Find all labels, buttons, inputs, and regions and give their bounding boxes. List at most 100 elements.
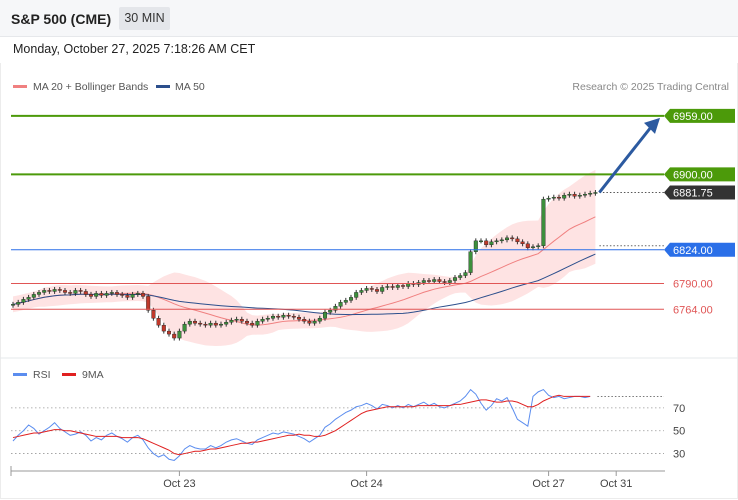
candle-body [83,291,88,295]
x-tick-label: Oct 27 [532,478,564,490]
forecast-arrow [598,124,654,194]
candle-body [494,240,499,243]
candle-body [125,295,130,298]
legend-label-ma50: MA 50 [175,81,205,93]
rsi-tick-label: 30 [673,449,685,461]
candle-body [63,290,68,293]
candle-body [468,251,473,273]
candle-body [151,310,156,319]
credit-text: Research © 2025 Trading Central [572,81,729,93]
candle-body [42,290,47,293]
candle-body [390,286,395,288]
candle-body [453,277,458,281]
last-level-tag [664,185,735,200]
candle-body [572,194,577,197]
legend-swatch-ma20 [13,85,27,88]
candle-body [109,292,114,294]
legend-swatch-9ma [62,373,76,376]
candle-body [260,319,265,322]
candle-body [359,290,364,293]
resistance-level-tag [664,167,735,182]
support-level-label: 6790.00 [673,278,713,290]
candle-body [432,279,437,282]
candle-body [224,321,229,325]
pivot-level-tag [664,242,735,257]
candle-body [291,316,296,318]
candle-body [562,194,567,199]
candle-body [473,240,478,252]
candle-body [271,316,276,319]
candle-body [135,293,140,295]
candle-body [130,294,135,298]
candle-body [104,293,109,296]
rsi-tick-label: 70 [673,403,685,415]
candle-body [421,280,426,283]
price-panel [10,169,598,347]
candle-body [551,196,556,199]
legend-swatch-ma50 [156,85,170,88]
candle-body [177,330,182,339]
bollinger-band [13,169,596,347]
candle-body [286,315,291,317]
candle-body [385,286,390,288]
candle-body [99,293,104,296]
legend-label-ma20: MA 20 + Bollinger Bands [33,81,148,93]
candle-body [499,239,504,242]
candle-body [244,320,249,324]
candle-body [427,280,432,282]
pivot-level-label: 6824.00 [673,245,713,257]
candle-body [515,238,520,243]
candle-body [198,322,203,325]
candle-body [484,240,489,246]
rsi-panel: 70 50 30 [11,388,685,461]
candle-body [338,302,343,307]
candle-body [68,292,73,294]
candle-body [218,323,223,326]
instrument-title: S&P 500 (CME) [11,11,112,27]
candle-body [192,320,197,324]
candle-body [541,198,546,246]
candle-body [52,289,57,292]
candle-body [442,281,447,283]
rsi-tick-label: 50 [673,426,685,438]
candle-body [78,290,83,292]
candle-body [161,324,166,332]
candle-body [172,333,177,339]
rsi-line [12,388,591,461]
candle-body [531,246,536,248]
candle-body [255,320,260,326]
resistance-level-tag [664,108,735,123]
candle-body [281,315,286,318]
candle-body [302,319,307,322]
candle-body [146,296,151,311]
candle-body [94,293,99,297]
candle-body [182,323,187,332]
candle-body [239,319,244,322]
candle-body [463,272,468,276]
resistance-level-label: 6959.00 [673,111,713,123]
candle-body [323,312,328,319]
candle-body [203,323,208,326]
timeframe-button[interactable]: 30 MIN [119,7,170,30]
candle-body [229,319,234,323]
candle-body [37,292,42,295]
candle-body [458,275,463,278]
candle-body [557,196,562,199]
candle-body [10,304,15,306]
candle-body [21,299,26,303]
candle-body [567,194,572,196]
x-tick-label: Oct 24 [350,478,382,490]
ma50-line [12,253,596,316]
forecast-arrow-head [644,117,660,134]
candle-body [577,194,582,197]
candle-body [140,293,145,297]
candle-body [546,197,551,200]
candle-body [234,319,239,321]
support-level-label: 6764.00 [673,304,713,316]
candle-body [375,289,380,292]
candle-body [88,294,93,297]
candle-body [317,318,322,322]
candle-body [401,285,406,287]
candle-body [208,322,213,326]
